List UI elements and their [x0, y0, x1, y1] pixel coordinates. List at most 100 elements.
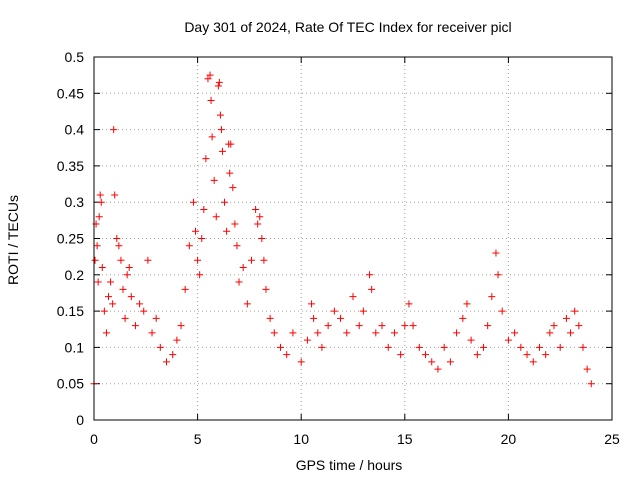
data-point — [262, 285, 270, 293]
data-point — [289, 329, 297, 337]
data-point — [575, 322, 583, 330]
data-point — [390, 329, 398, 337]
data-point — [467, 336, 475, 344]
data-point — [227, 140, 235, 148]
data-point — [523, 351, 531, 359]
data-point — [91, 256, 99, 264]
data-point — [144, 256, 152, 264]
x-axis-label: GPS time / hours — [296, 457, 403, 473]
data-point — [492, 249, 500, 257]
data-point — [440, 343, 448, 351]
data-point — [583, 365, 591, 373]
data-point — [579, 343, 587, 351]
y-tick-label: 0.4 — [65, 122, 85, 138]
y-tick-label: 0.25 — [57, 231, 84, 247]
data-point — [185, 242, 193, 250]
data-point — [459, 314, 467, 322]
data-point — [221, 198, 229, 206]
x-tick-labels: 0 5 10 15 20 25 — [90, 431, 620, 447]
data-point — [152, 314, 160, 322]
data-point — [252, 205, 260, 213]
x-tick-label: 5 — [194, 431, 202, 447]
y-tick-label: 0.15 — [57, 303, 84, 319]
data-point — [204, 75, 212, 83]
data-point — [409, 322, 417, 330]
data-point — [488, 293, 496, 301]
plot-frame — [93, 56, 613, 421]
data-point — [343, 329, 351, 337]
data-point — [189, 198, 197, 206]
data-point — [140, 307, 148, 315]
data-point — [229, 184, 237, 192]
data-point — [401, 322, 409, 330]
data-point — [206, 71, 214, 79]
data-point — [226, 169, 234, 177]
data-point — [111, 191, 119, 199]
data-point — [110, 126, 118, 134]
data-point — [233, 242, 241, 250]
y-tick-label: 0.2 — [65, 267, 85, 283]
data-point — [494, 271, 502, 279]
y-axis-label: ROTI / TECUs — [5, 195, 21, 285]
data-point — [366, 271, 374, 279]
x-tick-label: 15 — [397, 431, 413, 447]
data-point — [355, 322, 363, 330]
data-point — [405, 300, 413, 308]
data-point — [372, 329, 380, 337]
data-point — [102, 329, 110, 337]
y-tick-labels: 0 0.05 0.1 0.15 0.2 0.25 0.3 0.35 0.4 0.45 0.5 — [57, 49, 84, 428]
data-point — [218, 147, 226, 155]
data-point — [535, 343, 543, 351]
x-tick-label: 25 — [604, 431, 620, 447]
data-point — [303, 336, 311, 344]
data-point — [136, 300, 144, 308]
data-point — [97, 198, 105, 206]
data-point — [127, 293, 135, 301]
data-point — [556, 343, 564, 351]
data-point — [243, 300, 251, 308]
data-points — [90, 71, 595, 388]
data-point — [562, 314, 570, 322]
x-tick-label: 10 — [293, 431, 309, 447]
data-point — [270, 329, 278, 337]
data-point — [397, 351, 405, 359]
data-point — [368, 285, 376, 293]
data-point — [98, 264, 106, 272]
y-tick-label: 0.1 — [65, 339, 85, 355]
data-point — [308, 300, 316, 308]
data-point — [587, 380, 595, 388]
data-point — [217, 126, 225, 134]
data-point — [446, 358, 454, 366]
data-point — [173, 336, 181, 344]
data-point — [415, 343, 423, 351]
data-point — [208, 133, 216, 141]
data-point — [94, 278, 102, 286]
data-point — [258, 235, 266, 242]
data-point — [337, 314, 345, 322]
data-point — [473, 351, 481, 359]
data-point — [247, 256, 255, 264]
data-point — [105, 293, 113, 301]
data-point — [202, 155, 210, 163]
y-tick-label: 0.35 — [57, 158, 84, 174]
data-point — [196, 271, 204, 279]
data-point — [212, 213, 220, 221]
data-point — [517, 343, 525, 351]
data-point — [504, 336, 512, 344]
chart-title: Day 301 of 2024, Rate Of TEC Index for r… — [184, 19, 511, 35]
data-point — [115, 242, 123, 250]
data-point — [359, 307, 367, 315]
data-point — [156, 343, 164, 351]
data-point — [434, 365, 442, 373]
data-point — [198, 235, 206, 242]
data-point — [254, 220, 262, 228]
data-point — [422, 351, 430, 359]
data-point — [169, 351, 177, 359]
data-point — [546, 329, 554, 337]
data-point — [484, 322, 492, 330]
data-point — [571, 307, 579, 315]
data-point — [428, 358, 436, 366]
data-point — [276, 343, 284, 351]
